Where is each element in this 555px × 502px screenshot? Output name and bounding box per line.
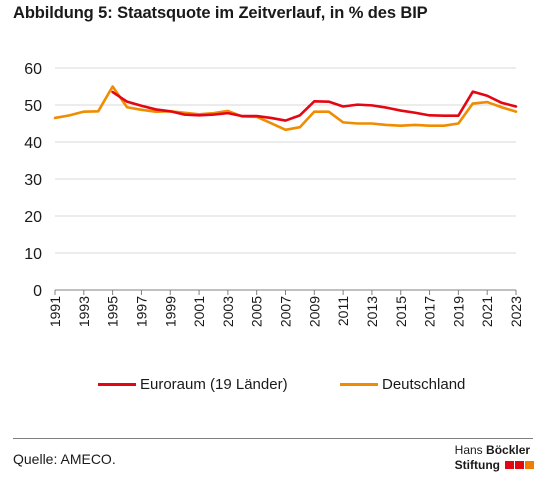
x-tick-labels: 1991 1993 1995 1997 1999 2001 2003 2005 2007 2009… — [47, 290, 524, 327]
x-tick-label-2021: 2021 — [479, 296, 495, 327]
y-tick-label-40: 40 — [24, 135, 42, 152]
x-tick-label-1995: 1995 — [105, 296, 121, 327]
logo-mark-icon — [505, 461, 535, 469]
legend-label-deutschland: Deutschland — [382, 376, 466, 393]
series-line-euroraum — [111, 90, 518, 122]
series-lines — [53, 85, 518, 132]
logo-text-boeckler: Böckler — [486, 443, 531, 457]
logo-text-stiftung: Stiftung — [454, 458, 500, 472]
x-tick-label-2015: 2015 — [393, 296, 409, 327]
legend-swatch-deutschland — [340, 383, 378, 386]
x-tick-label-2011: 2011 — [335, 296, 351, 326]
y-tick-label-30: 30 — [24, 172, 42, 189]
x-tick-label-2013: 2013 — [364, 296, 380, 327]
logo-text-hans: Hans — [454, 443, 483, 457]
legend-label-euroraum: Euroraum (19 Länder) — [140, 376, 288, 393]
y-tick-label-50: 50 — [24, 98, 42, 115]
source-note: Quelle: AMECO. — [13, 451, 116, 467]
y-tick-label-0: 0 — [33, 283, 42, 300]
legend-item-euroraum: Euroraum (19 Länder) — [98, 376, 288, 393]
x-tick-label-2009: 2009 — [306, 296, 322, 327]
y-tick-label-60: 60 — [24, 61, 42, 78]
y-tick-labels: 0 10 20 30 40 50 60 — [24, 61, 42, 300]
chart-title: Abbildung 5: Staatsquote im Zeitverlauf,… — [13, 4, 428, 22]
x-tick-label-1993: 1993 — [76, 296, 92, 327]
x-tick-label-1999: 1999 — [162, 296, 178, 327]
series-line-deutschland — [53, 85, 518, 132]
legend-swatch-euroraum — [98, 383, 136, 386]
x-tick-label-2007: 2007 — [278, 296, 294, 327]
x-tick-label-2017: 2017 — [422, 296, 438, 327]
x-tick-label-2019: 2019 — [450, 296, 466, 327]
hans-boeckler-stiftung-logo: Hans Böckler Stiftung — [455, 443, 535, 472]
legend: Euroraum (19 Länder) Deutschland — [0, 376, 555, 398]
x-tick-label-2001: 2001 — [191, 296, 207, 327]
x-tick-label-2005: 2005 — [249, 296, 265, 327]
x-tick-label-1997: 1997 — [133, 296, 149, 327]
x-tick-label-1991: 1991 — [47, 296, 63, 327]
x-tick-label-2003: 2003 — [220, 296, 236, 327]
footer-divider — [13, 438, 533, 439]
y-tick-label-20: 20 — [24, 209, 42, 226]
chart-canvas: 0 10 20 30 40 50 60 1991 1993 1995 1997 1999 2001 20… — [24, 61, 524, 327]
legend-item-deutschland: Deutschland — [340, 376, 465, 393]
x-tick-label-2023: 2023 — [508, 296, 524, 327]
y-tick-label-10: 10 — [24, 246, 42, 263]
